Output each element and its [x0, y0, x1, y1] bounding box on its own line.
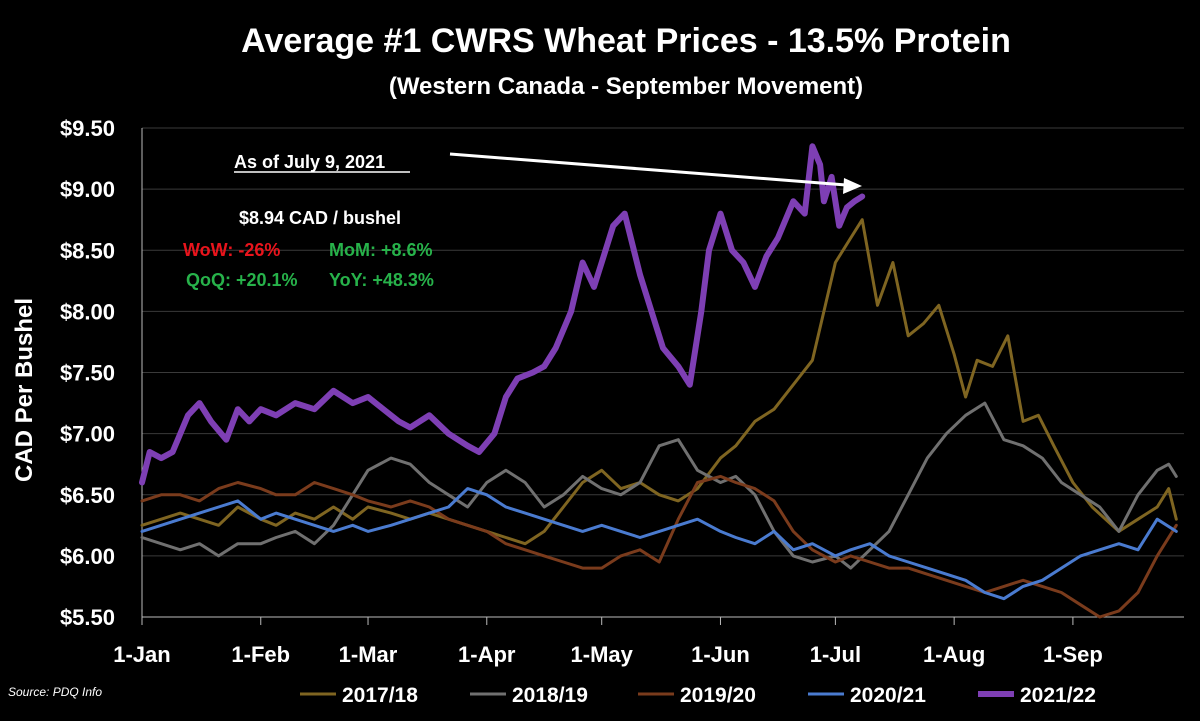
x-tick-label: 1-Apr [458, 642, 516, 667]
legend-label: 2018/19 [512, 684, 588, 707]
y-tick-label: $7.50 [60, 361, 115, 386]
x-ticks: 1-Jan 1-Feb 1-Mar 1-Apr 1-May 1-Jun 1-Jul 1-Aug… [113, 617, 1103, 667]
annotation-arrow [449, 152, 847, 187]
legend-label: 2020/21 [850, 684, 926, 707]
mom-label: MoM: +8.6% [329, 240, 433, 260]
series-lines [139, 143, 1178, 619]
y-axis-label: CAD Per Bushel [11, 298, 38, 482]
y-ticks: $5.50 $6.00 $6.50 $7.00 $7.50 $8.00 $8.50 $9.00… [60, 116, 115, 630]
y-tick-label: $8.50 [60, 238, 115, 263]
chart-title: Average #1 CWRS Wheat Prices - 13.5% Pro… [241, 22, 1011, 60]
arrow-head-icon [843, 178, 862, 194]
series-line-2019-20 [140, 474, 1178, 619]
x-tick-label: 1-Feb [231, 642, 290, 667]
y-tick-label: $7.00 [60, 422, 115, 447]
x-tick-label: 1-Sep [1043, 642, 1103, 667]
wow-label: WoW: -26% [183, 240, 280, 260]
x-tick-label: 1-Mar [339, 642, 398, 667]
series-line-2020-21 [140, 487, 1178, 601]
y-tick-label: $8.00 [60, 299, 115, 324]
x-tick-label: 1-Jan [113, 642, 170, 667]
price-label: $8.94 CAD / bushel [239, 208, 401, 228]
y-tick-label: $9.00 [60, 177, 115, 202]
annotation: As of July 9, 2021 $8.94 CAD / bushel Wo… [183, 152, 862, 290]
source-label: Source: PDQ Info [8, 685, 102, 699]
series-line-2018-19 [140, 401, 1178, 570]
yoy-label: YoY: +48.3% [329, 270, 434, 290]
y-tick-label: $6.00 [60, 544, 115, 569]
x-tick-label: 1-May [571, 642, 634, 667]
as-of-label: As of July 9, 2021 [234, 152, 385, 172]
legend: 2017/18 2018/19 2019/20 2020/21 2021/22 [300, 684, 1096, 707]
legend-label: 2019/20 [680, 684, 756, 707]
x-tick-label: 1-Jul [810, 642, 861, 667]
series-line-2021-22 [139, 143, 866, 486]
legend-label: 2017/18 [342, 684, 418, 707]
y-tick-label: $5.50 [60, 605, 115, 630]
y-tick-label: $9.50 [60, 116, 115, 141]
series-line-2017-18 [140, 218, 1178, 546]
chart-subtitle: (Western Canada - September Movement) [389, 73, 863, 100]
x-tick-label: 1-Aug [923, 642, 985, 667]
qoq-label: QoQ: +20.1% [186, 270, 298, 290]
legend-label: 2021/22 [1020, 684, 1096, 707]
x-tick-label: 1-Jun [691, 642, 750, 667]
y-tick-label: $6.50 [60, 483, 115, 508]
grid [141, 127, 1184, 618]
